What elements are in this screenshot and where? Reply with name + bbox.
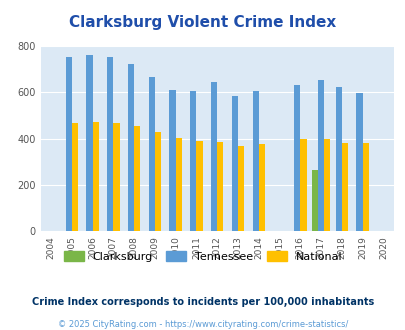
Bar <box>148 77 154 231</box>
Bar <box>341 143 347 231</box>
Bar <box>217 142 223 231</box>
Bar <box>196 141 202 231</box>
Bar <box>72 123 78 231</box>
Bar <box>107 57 113 231</box>
Bar <box>252 91 258 231</box>
Bar <box>293 85 300 231</box>
Text: © 2025 CityRating.com - https://www.cityrating.com/crime-statistics/: © 2025 CityRating.com - https://www.city… <box>58 319 347 329</box>
Bar <box>65 57 72 231</box>
Legend: Clarksburg, Tennessee, National: Clarksburg, Tennessee, National <box>59 247 346 267</box>
Bar <box>86 55 92 231</box>
Bar <box>154 132 161 231</box>
Bar <box>258 144 264 231</box>
Bar <box>211 82 217 231</box>
Bar <box>134 126 140 231</box>
Bar <box>362 143 368 231</box>
Bar <box>92 121 98 231</box>
Text: Clarksburg Violent Crime Index: Clarksburg Violent Crime Index <box>69 15 336 30</box>
Bar <box>317 80 324 231</box>
Bar <box>231 96 237 231</box>
Bar <box>237 146 244 231</box>
Bar <box>175 138 181 231</box>
Bar <box>300 139 306 231</box>
Bar <box>324 139 330 231</box>
Bar <box>335 87 341 231</box>
Bar <box>356 93 362 231</box>
Bar <box>190 91 196 231</box>
Bar <box>311 170 317 231</box>
Bar <box>169 90 175 231</box>
Bar <box>113 123 119 231</box>
Text: Crime Index corresponds to incidents per 100,000 inhabitants: Crime Index corresponds to incidents per… <box>32 297 373 307</box>
Bar <box>128 64 134 231</box>
